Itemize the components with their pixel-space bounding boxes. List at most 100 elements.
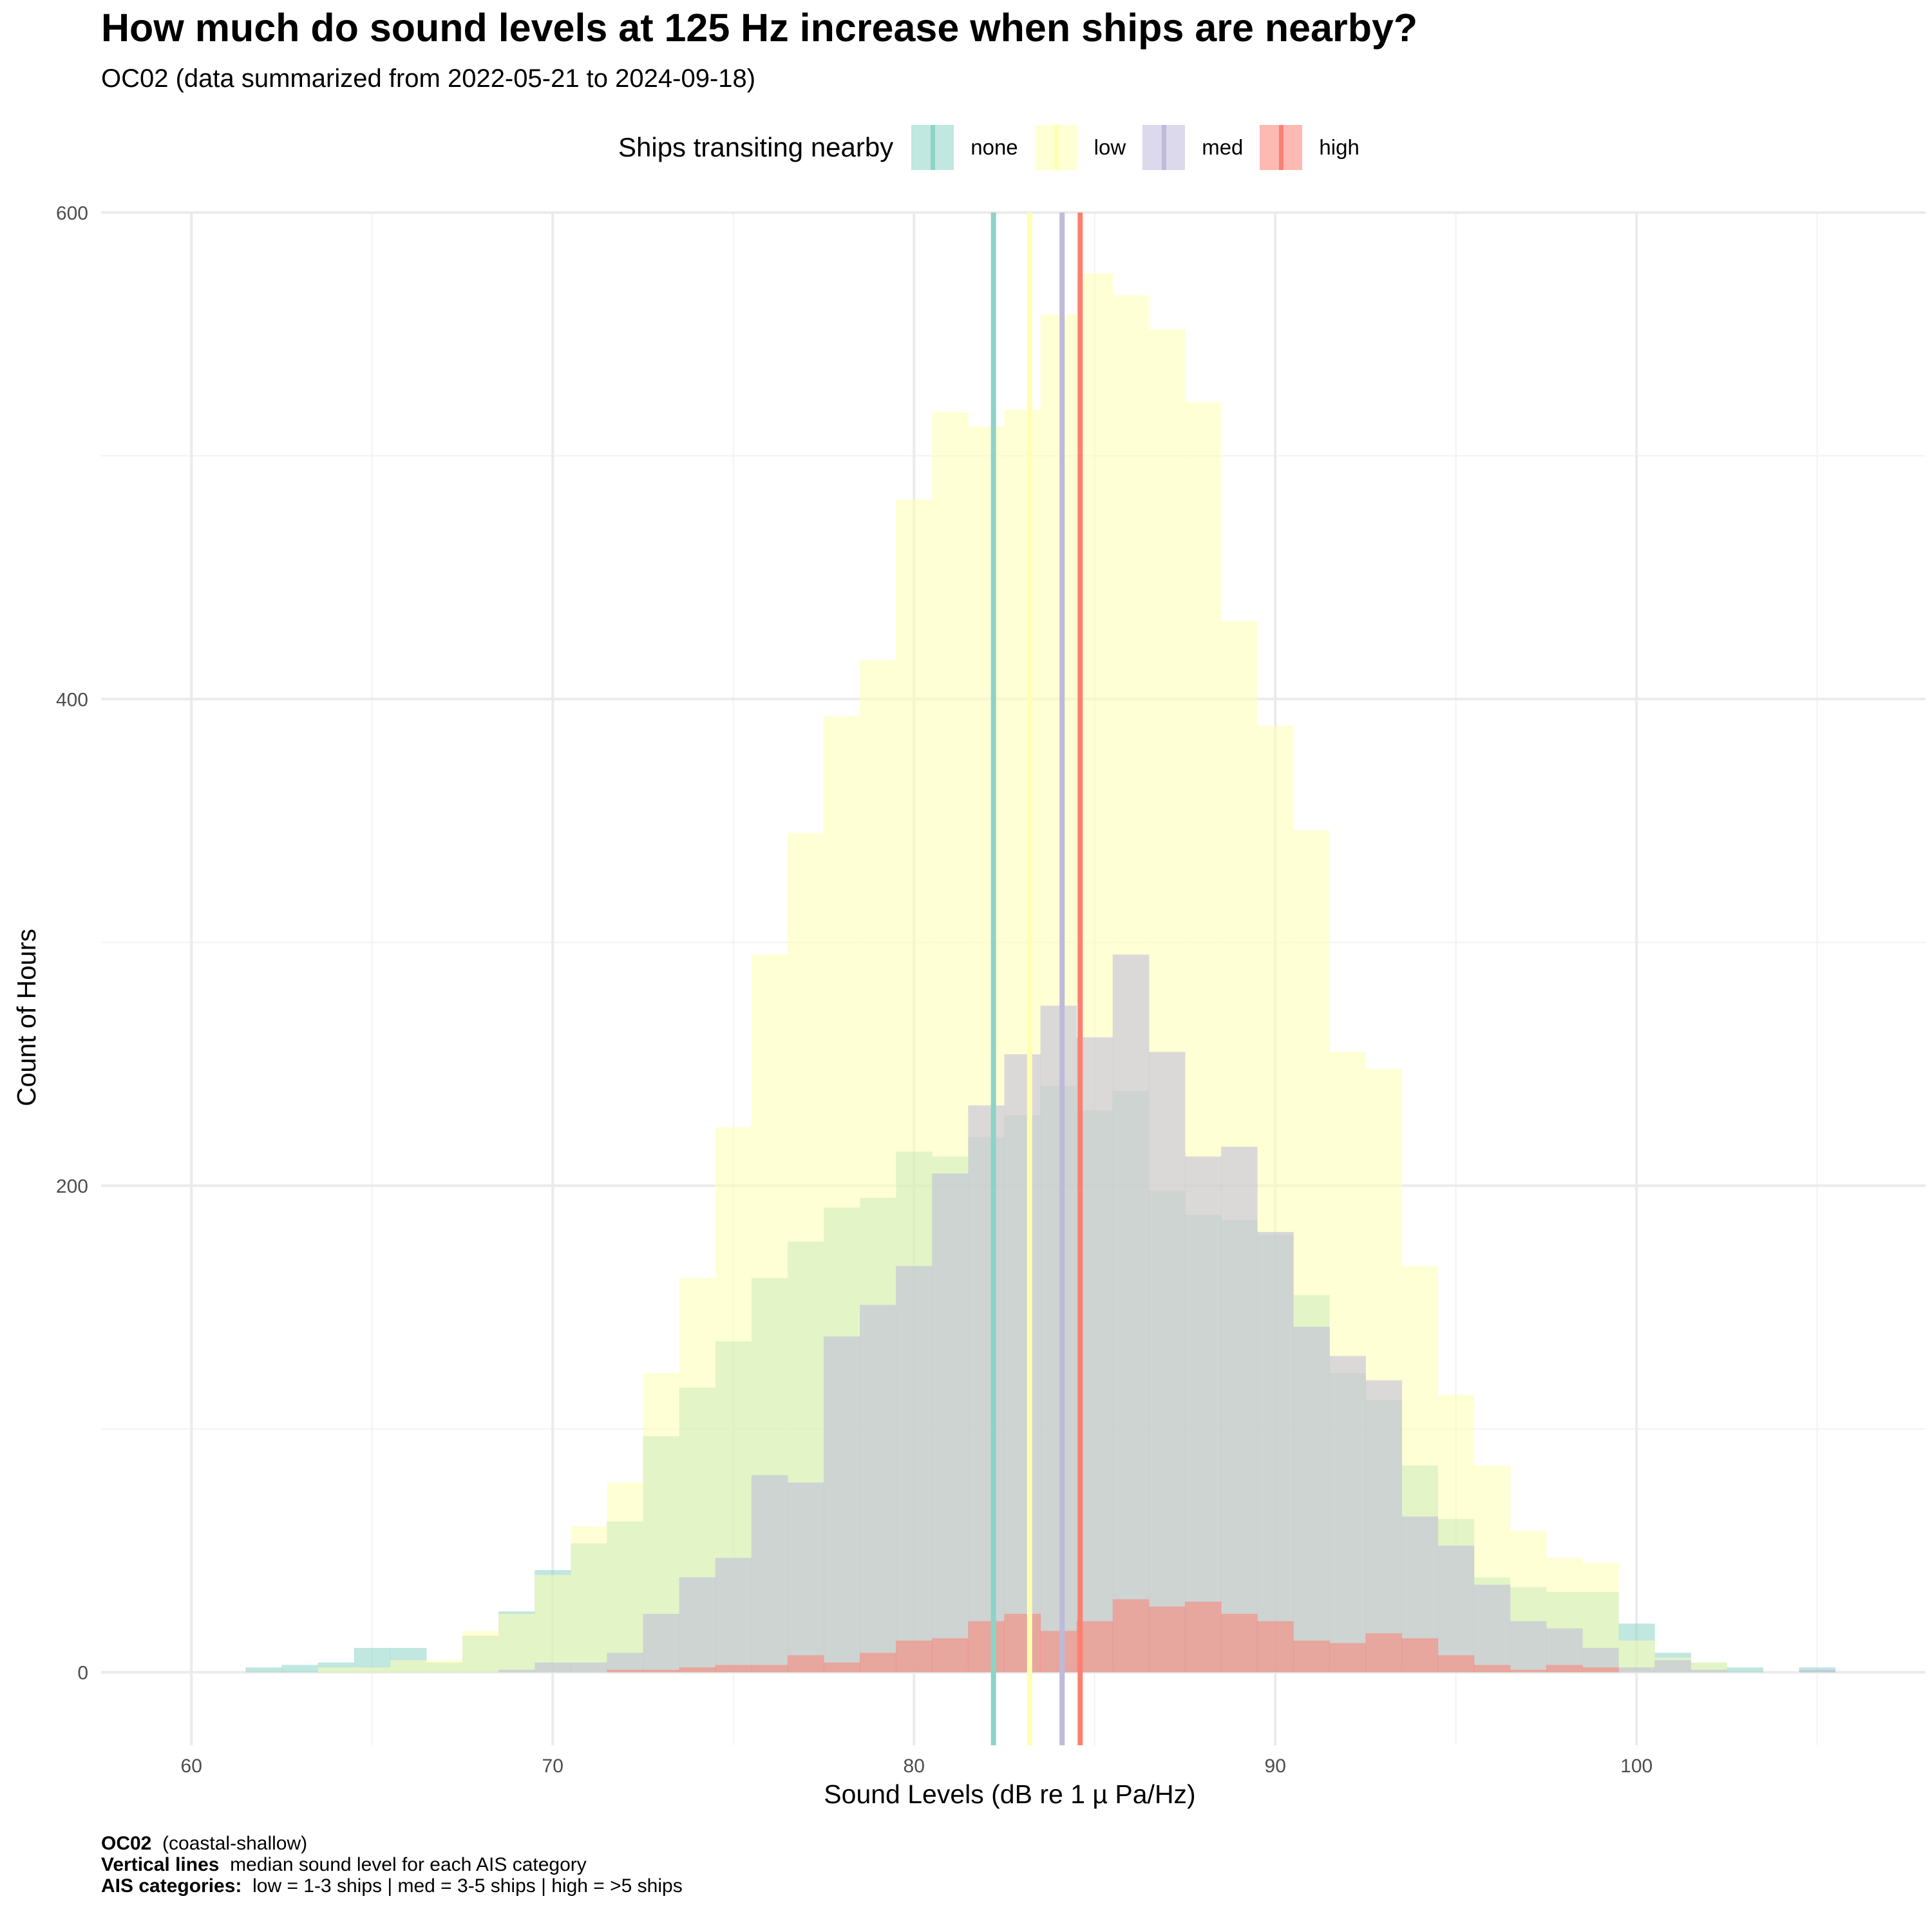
x-tick-label: 80	[904, 1756, 925, 1777]
chart-title: How much do sound levels at 125 Hz incre…	[101, 6, 1418, 50]
bar-high-98.5	[1582, 1667, 1619, 1672]
bar-high-96.5	[1510, 1669, 1547, 1672]
legend-key-low	[1034, 125, 1077, 170]
bar-med-80.5	[932, 1173, 969, 1672]
caption: OC02 (coastal-shallow) Vertical lines me…	[101, 1833, 683, 1897]
bar-low-68.5	[498, 1614, 535, 1672]
legend-key-med	[1142, 125, 1186, 170]
bar-high-71.5	[607, 1669, 643, 1672]
series-med	[498, 954, 1836, 1672]
bar-med-78.5	[860, 1305, 896, 1672]
bar-med-75.5	[751, 1475, 788, 1672]
bar-med-69.5	[535, 1662, 571, 1672]
bar-med-72.5	[643, 1614, 680, 1672]
bar-high-76.5	[787, 1655, 824, 1672]
bar-med-90.5	[1293, 1327, 1330, 1672]
median-lines-layer	[990, 213, 1083, 1745]
bar-med-85.5	[1112, 954, 1150, 1672]
bar-med-99.5	[1618, 1667, 1655, 1672]
bar-high-74.5	[715, 1665, 752, 1672]
bar-med-96.5	[1510, 1621, 1547, 1672]
legend-label-low: low	[1094, 135, 1126, 159]
bar-high-88.5	[1221, 1614, 1258, 1672]
bar-med-79.5	[896, 1265, 933, 1672]
bar-med-86.5	[1148, 1052, 1186, 1672]
bar-high-75.5	[751, 1665, 788, 1672]
tick-labels-layer: 60 70 80 90 100 0 200 400 600	[56, 203, 1653, 1777]
x-axis-label: Sound Levels (dB re 1 µ Pa/Hz)	[824, 1779, 1195, 1809]
x-tick-label: 90	[1265, 1756, 1286, 1777]
bar-low-67.5	[462, 1631, 499, 1672]
bar-high-73.5	[679, 1667, 716, 1672]
legend-label-high: high	[1319, 135, 1359, 159]
caption-line-3: AIS categories: low = 1-3 ships | med = …	[101, 1875, 683, 1897]
bar-low-66.5	[426, 1660, 463, 1672]
bar-high-97.5	[1546, 1665, 1583, 1672]
chart-subtitle: OC02 (data summarized from 2022-05-21 to…	[101, 64, 756, 93]
y-tick-label: 0	[77, 1663, 88, 1684]
bar-med-87.5	[1184, 1156, 1222, 1672]
bar-low-70.5	[571, 1526, 607, 1672]
bar-med-91.5	[1329, 1356, 1366, 1672]
bar-med-82.5	[1004, 1054, 1041, 1672]
bar-high-77.5	[823, 1662, 860, 1672]
bar-high-85.5	[1112, 1599, 1150, 1672]
bar-low-69.5	[535, 1575, 571, 1672]
legend-item-med: med	[1142, 125, 1243, 170]
bar-high-94.5	[1437, 1655, 1475, 1672]
bar-high-86.5	[1148, 1606, 1186, 1672]
bar-med-73.5	[679, 1577, 716, 1672]
bar-low-63.5	[317, 1667, 355, 1672]
bar-high-80.5	[932, 1638, 969, 1672]
bar-med-92.5	[1365, 1380, 1403, 1672]
legend: Ships transiting nearby none low med hig…	[618, 124, 1376, 171]
x-tick-label: 70	[542, 1756, 564, 1777]
x-tick-label: 100	[1620, 1756, 1653, 1777]
bar-low-65.5	[390, 1660, 427, 1672]
bar-low-64.5	[354, 1667, 391, 1672]
bar-high-72.5	[643, 1669, 680, 1672]
legend-label-none: none	[971, 135, 1018, 159]
bar-med-83.5	[1040, 1005, 1077, 1672]
bar-high-89.5	[1257, 1621, 1294, 1672]
bar-none-102.5	[1727, 1667, 1764, 1672]
bar-none-62.5	[281, 1665, 319, 1672]
bar-med-81.5	[968, 1105, 1005, 1672]
caption-line-1: OC02 (coastal-shallow)	[101, 1833, 308, 1854]
bar-med-74.5	[715, 1558, 752, 1672]
bar-high-87.5	[1184, 1602, 1222, 1672]
y-axis-label: Count of Hours	[12, 929, 41, 1106]
bar-high-92.5	[1365, 1633, 1403, 1672]
bar-none-61.5	[245, 1667, 282, 1672]
bar-med-104.5	[1799, 1669, 1836, 1672]
y-tick-label: 400	[56, 690, 88, 711]
bar-high-78.5	[860, 1653, 896, 1672]
legend-item-high: high	[1260, 125, 1359, 170]
legend-item-none: none	[911, 125, 1018, 170]
bar-med-89.5	[1257, 1231, 1294, 1672]
bar-med-76.5	[787, 1482, 824, 1672]
bar-high-83.5	[1040, 1631, 1077, 1672]
bar-med-68.5	[498, 1669, 535, 1672]
bar-med-100.5	[1654, 1660, 1691, 1672]
bars-layer	[245, 273, 1836, 1672]
x-tick-label: 60	[181, 1756, 202, 1777]
legend-item-low: low	[1034, 125, 1126, 170]
legend-key-none	[911, 125, 954, 170]
bar-high-81.5	[968, 1621, 1005, 1672]
bar-med-94.5	[1437, 1546, 1475, 1672]
legend-key-high	[1260, 125, 1303, 170]
bar-med-70.5	[571, 1662, 607, 1672]
bar-high-95.5	[1473, 1665, 1511, 1672]
bar-med-101.5	[1690, 1669, 1727, 1672]
bar-high-91.5	[1329, 1643, 1366, 1672]
caption-line-2: Vertical lines median sound level for ea…	[101, 1854, 587, 1875]
legend-label-med: med	[1202, 135, 1244, 159]
bar-high-82.5	[1004, 1614, 1041, 1672]
bar-high-90.5	[1293, 1640, 1330, 1672]
bar-med-71.5	[607, 1653, 643, 1672]
y-tick-label: 200	[56, 1176, 88, 1197]
bar-med-77.5	[823, 1336, 860, 1672]
bar-med-95.5	[1473, 1584, 1511, 1672]
